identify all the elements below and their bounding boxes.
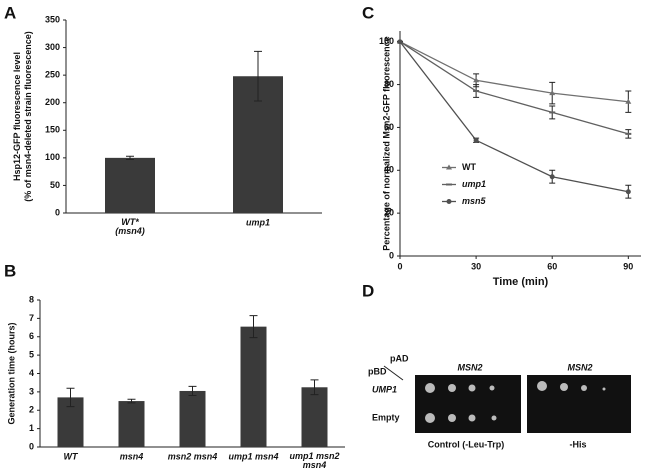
y-tick-label: 80 <box>384 79 394 89</box>
error-bar <box>254 50 262 102</box>
panel-label: B <box>4 261 16 280</box>
legend-marker <box>446 199 452 204</box>
y-tick-label: 350 <box>45 14 60 24</box>
pbd-label: pBD <box>368 366 387 376</box>
marker <box>473 77 480 83</box>
x-tick-label: WT <box>64 451 79 461</box>
x-tick-label: ump1 <box>246 217 270 227</box>
legend-label: WT <box>462 162 476 172</box>
divider <box>383 365 404 381</box>
y-tick-label: 7 <box>29 313 34 323</box>
y-tick-label: 20 <box>384 208 394 218</box>
x-tick-label: 0 <box>397 261 402 271</box>
legend-marker <box>446 164 452 170</box>
y-axis-label: Generation time (hours) <box>6 322 16 424</box>
y-tick-label: 150 <box>45 125 60 135</box>
bar <box>301 387 328 447</box>
x-tick-label: msn4 <box>120 451 144 461</box>
marker <box>625 132 632 135</box>
y-tick-label: 250 <box>45 70 60 80</box>
legend-label: ump1 <box>462 179 486 189</box>
y-tick-label: 3 <box>29 386 34 396</box>
y-tick-label: 50 <box>50 180 60 190</box>
legend-label: msn5 <box>462 196 487 206</box>
x-tick-label: 60 <box>547 261 557 271</box>
colonies <box>425 381 606 423</box>
line <box>399 41 629 103</box>
column-label: MSN2 <box>567 362 592 372</box>
x-tick-label: WT* (msn4) <box>115 217 145 236</box>
y-tick-label: 0 <box>389 250 394 260</box>
marker <box>549 174 555 180</box>
error-bar <box>66 387 75 408</box>
bar <box>179 390 206 447</box>
x-axis-label: Time (min) <box>493 276 549 288</box>
y-tick-label: 60 <box>384 122 394 132</box>
panel-d <box>383 365 631 433</box>
marker <box>625 98 632 104</box>
x-tick-label: 30 <box>471 261 481 271</box>
marker <box>473 137 479 143</box>
y-tick-label: 2 <box>29 405 34 415</box>
y-tick-label: 100 <box>379 36 394 46</box>
y-tick-label: 0 <box>29 441 34 451</box>
bar <box>118 401 145 447</box>
y-axis-label: Percentage of normalized Msn2-GFP fluore… <box>381 36 391 250</box>
panel-label: C <box>362 3 374 22</box>
y-tick-label: 1 <box>29 423 34 433</box>
error-bar <box>127 398 136 404</box>
bar <box>240 326 267 447</box>
error-bar <box>188 385 197 397</box>
x-tick-label: ump1 msn4 <box>228 451 278 461</box>
error-bar <box>310 379 319 396</box>
x-tick-label: msn2 msn4 <box>168 451 218 461</box>
error-bar <box>249 315 258 339</box>
marker <box>473 90 480 92</box>
pad-label: pAD <box>390 353 409 363</box>
column-label: MSN2 <box>457 362 482 372</box>
row-label: Empty <box>372 412 400 422</box>
y-tick-label: 4 <box>29 368 34 378</box>
error-bar <box>126 155 134 161</box>
y-tick-label: 5 <box>29 350 34 360</box>
marker <box>397 39 403 45</box>
y-tick-label: 6 <box>29 331 34 341</box>
y-tick-label: 0 <box>55 207 60 217</box>
bar <box>105 157 155 213</box>
y-tick-label: 300 <box>45 42 60 52</box>
panel-label: A <box>4 3 16 22</box>
y-tick-label: 100 <box>45 152 60 162</box>
y-tick-label: 8 <box>29 294 34 304</box>
y-axis-label: Hsp12-GFP fluorescence level(% of msn4-d… <box>12 31 33 202</box>
marker <box>549 90 556 96</box>
condition-label: -His <box>569 439 586 449</box>
y-tick-label: 40 <box>384 165 394 175</box>
x-tick-label: ump1 msn2 msn4 <box>289 451 339 469</box>
legend-marker <box>446 183 452 186</box>
x-tick-label: 90 <box>623 261 633 271</box>
condition-label: Control (-Leu-Trp) <box>428 439 504 449</box>
y-tick-label: 200 <box>45 97 60 107</box>
line <box>399 41 629 193</box>
panel-label: D <box>362 281 374 300</box>
line <box>399 41 629 135</box>
row-label: UMP1 <box>372 384 397 394</box>
marker <box>625 189 631 195</box>
marker <box>549 111 556 114</box>
